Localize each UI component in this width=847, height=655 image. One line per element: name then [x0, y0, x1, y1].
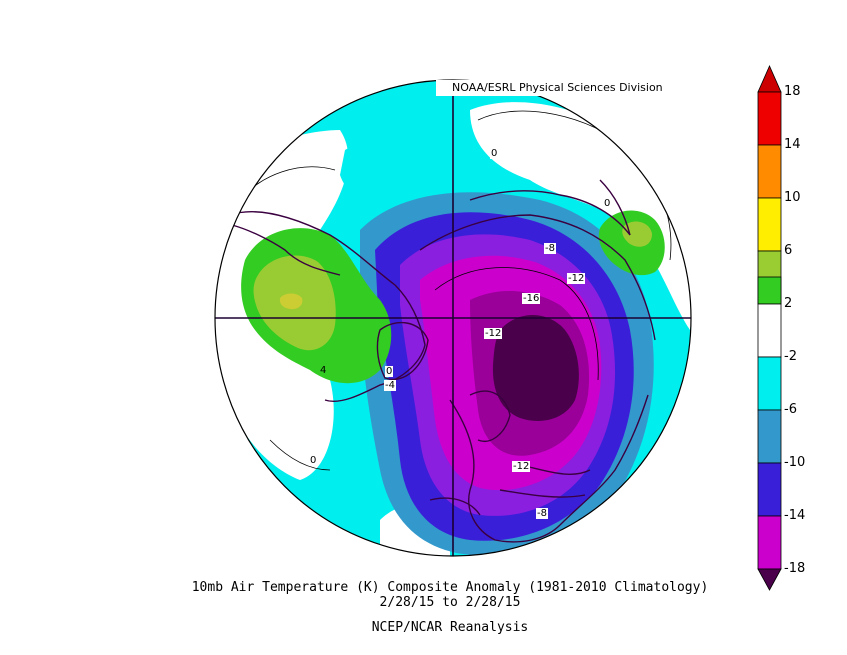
- field-dark-purple: [492, 314, 579, 421]
- contour-label: -16: [522, 293, 541, 304]
- colorbar: [757, 65, 782, 591]
- colorbar-bin-green: [757, 276, 782, 305]
- coastline-scandinavia: [469, 390, 511, 442]
- colorbar-tick-label: -14: [784, 508, 806, 523]
- field-pale-west: [279, 293, 303, 310]
- colorbar-bin-minus2-2: [757, 303, 782, 358]
- contour-label: 0: [603, 198, 612, 209]
- colorbar-bin-10-14: [757, 144, 782, 199]
- border-europe: [429, 497, 481, 516]
- colorbar-tick-label: 18: [784, 84, 801, 99]
- contour-label: -4: [384, 380, 396, 391]
- figure-source: NCEP/NCAR Reanalysis: [371, 620, 529, 635]
- colorbar-bin-minus18-minus14: [757, 515, 782, 570]
- colorbar-bin-minus6-minus2: [757, 356, 782, 411]
- colorbar-tick-label: -10: [784, 455, 806, 470]
- colorbar-bin-minus14-minus10: [757, 462, 782, 517]
- colorbar-tick-label: 2: [784, 296, 793, 311]
- contour-label: -12: [484, 328, 503, 339]
- contour-label: -8: [544, 243, 556, 254]
- credit-label: NOAA/ESRL Physical Sciences Division: [436, 80, 669, 96]
- contour-label: 0: [385, 366, 394, 377]
- contour-zero-bottom: [269, 439, 331, 471]
- coastline-eurasia-north: [419, 214, 656, 341]
- colorbar-bottom-arrow: [757, 568, 782, 591]
- contour-label: 4: [320, 365, 327, 376]
- colorbar-tick-label: -6: [784, 402, 797, 417]
- contour-label: -8: [536, 508, 548, 519]
- coastline-europe: [449, 399, 561, 543]
- contour-label: 0: [490, 148, 499, 159]
- coastline-north-america: [229, 211, 426, 402]
- colorbar-bin-6-10: [757, 197, 782, 252]
- colorbar-top-arrow: [757, 65, 782, 93]
- colorbar-bin-14-18: [757, 91, 782, 146]
- colorbar-tick-label: 10: [784, 190, 801, 205]
- colorbar-tick-label: -2: [784, 349, 797, 364]
- coastline-greenland: [376, 321, 429, 381]
- colorbar-tick-label: 6: [784, 243, 793, 258]
- border-asia-2: [499, 489, 586, 498]
- contour-label: -12: [512, 461, 531, 472]
- figure-title: 10mb Air Temperature (K) Composite Anoma…: [191, 580, 709, 595]
- coastline-siberia: [469, 190, 631, 236]
- field-yellow-green-east: [622, 221, 652, 247]
- coastline-asia-south: [559, 394, 649, 526]
- figure-date-range: 2/28/15 to 2/28/15: [379, 595, 521, 610]
- colorbar-bin-minus10-minus6: [757, 409, 782, 464]
- coastline-alaska: [231, 224, 341, 276]
- contour-minus-twelve: [434, 267, 599, 381]
- colorbar-tick-label: 14: [784, 137, 801, 152]
- coastline-japan: [599, 179, 631, 236]
- colorbar-tick-label: -18: [784, 561, 806, 576]
- contour-label: -12: [567, 273, 586, 284]
- contour-label: 0: [309, 455, 318, 466]
- field-cyan-alaska: [340, 141, 416, 205]
- anomaly-field: [215, 80, 691, 556]
